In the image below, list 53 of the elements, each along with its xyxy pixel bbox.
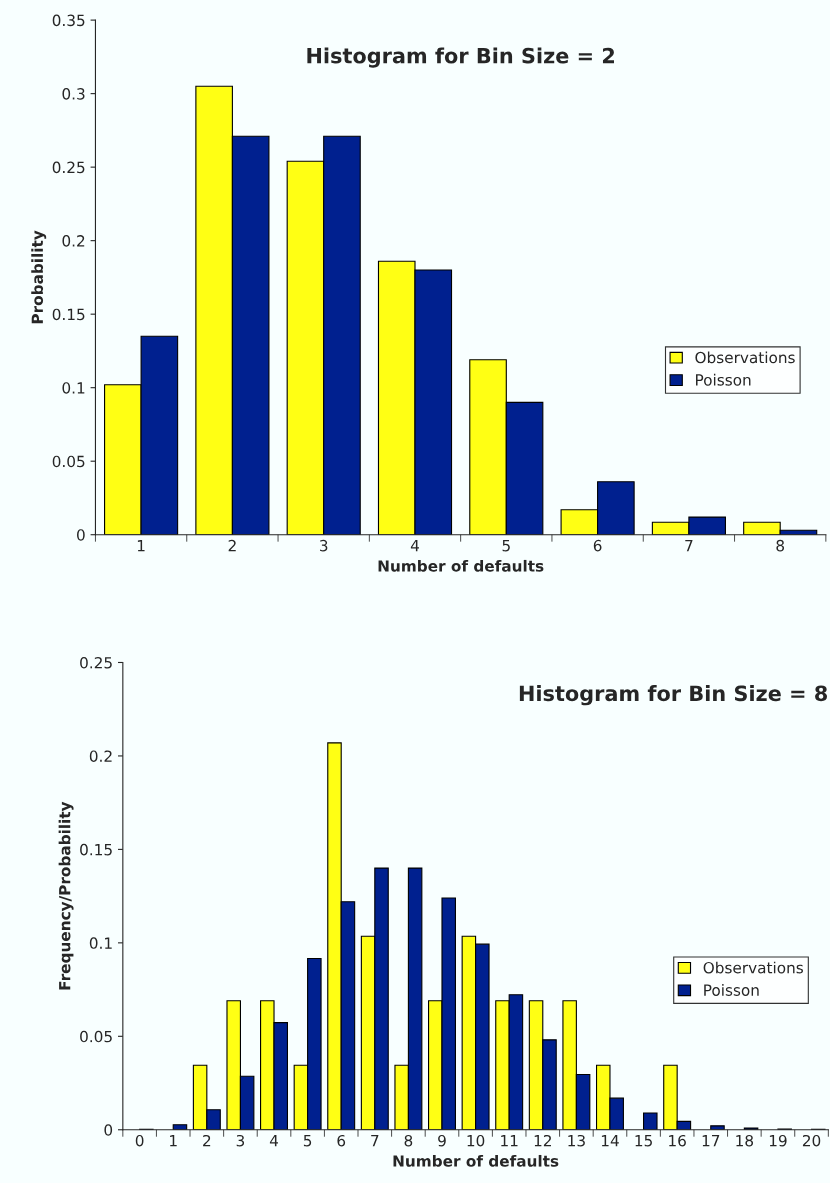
y-tick-label: 0.25 (80, 656, 112, 669)
x-tick-label: 12 (534, 1134, 551, 1147)
x-tick-label: 20 (802, 1134, 821, 1147)
x-tick-label: 11 (501, 1135, 518, 1147)
x-tick-label: 0 (135, 1134, 144, 1147)
y-axis-title: Probability (31, 230, 47, 324)
y-tick-label: 0.15 (52, 308, 85, 321)
x-tick-label: 8 (404, 1134, 413, 1147)
x-tick-label: 5 (502, 540, 510, 552)
text: Histogram for Bin Size = 8 (519, 685, 827, 706)
x-tick-label: 4 (410, 540, 419, 552)
x-tick-label: 16 (669, 1134, 686, 1147)
y-axis-title: Frequency/Probability (58, 801, 74, 990)
legend-label: Poisson (704, 984, 759, 996)
legend-label: Observations (695, 351, 795, 364)
y-tick-label: 0 (77, 529, 85, 541)
y-tick-label: 0.1 (62, 382, 85, 394)
legend-label: Poisson (696, 373, 751, 386)
x-tick-label: 18 (736, 1134, 754, 1147)
x-tick-label: 7 (371, 1135, 379, 1147)
x-axis-title: Number of defaults (378, 559, 544, 572)
x-tick-label: 2 (203, 1134, 211, 1147)
y-tick-label: 0.2 (62, 235, 85, 247)
x-tick-label: 6 (337, 1134, 346, 1147)
x-tick-label: 19 (769, 1134, 787, 1147)
x-tick-label: 4 (269, 1135, 279, 1147)
x-tick-label: 1 (170, 1135, 177, 1147)
x-tick-label: 15 (635, 1135, 652, 1147)
text: Histogram for Bin Size = 2 (307, 47, 614, 68)
x-tick-label: 5 (303, 1135, 312, 1147)
x-tick-label: 2 (228, 539, 236, 552)
y-tick-label: 0.25 (52, 161, 85, 174)
x-tick-label: 6 (593, 539, 602, 552)
legend-label: Observations (703, 961, 803, 974)
y-tick-label: 0.05 (80, 1030, 112, 1043)
y-tick-label: 0.3 (62, 88, 85, 100)
y-tick-label: 0.05 (52, 455, 85, 468)
x-axis-title: Number of defaults (393, 1154, 559, 1167)
x-tick-label: 10 (467, 1134, 485, 1147)
x-tick-label: 9 (438, 1134, 446, 1147)
y-tick-label: 0.35 (52, 14, 85, 27)
y-tick-label: 0.2 (89, 750, 112, 762)
y-tick-label: 0.1 (89, 937, 112, 949)
x-tick-label: 7 (685, 540, 693, 552)
x-tick-label: 14 (601, 1135, 619, 1147)
y-tick-label: 0 (104, 1124, 113, 1136)
x-tick-label: 3 (320, 539, 328, 552)
x-tick-label: 3 (236, 1134, 245, 1147)
y-tick-label: 0.15 (80, 843, 112, 856)
x-tick-label: 13 (568, 1134, 585, 1147)
x-tick-label: 8 (776, 539, 785, 552)
x-tick-label: 17 (702, 1135, 720, 1147)
x-tick-label: 1 (137, 540, 145, 552)
